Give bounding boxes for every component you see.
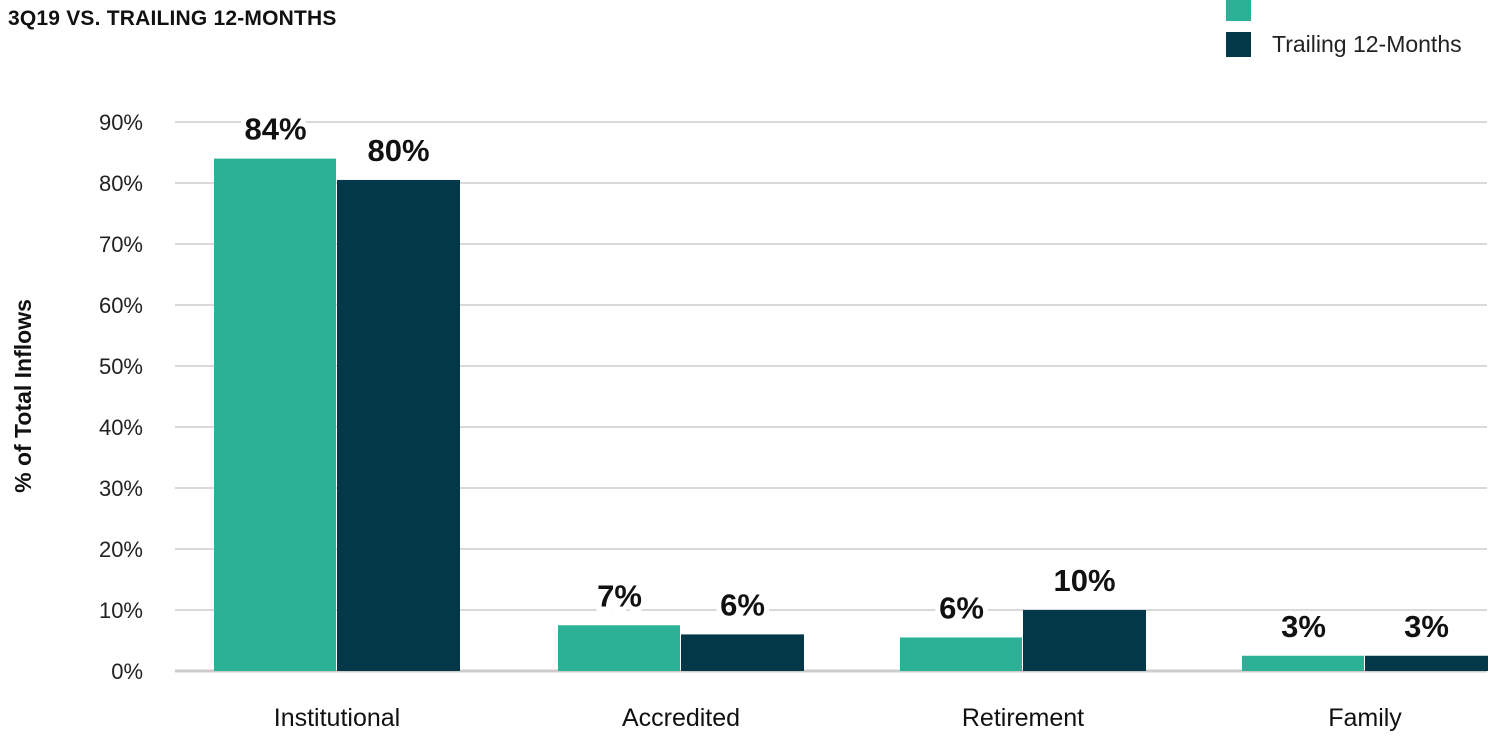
data-label: 7% bbox=[597, 578, 642, 613]
y-ticks: 0% 10% 20% 30% 40% 50% 60% 70% 80% 90% bbox=[99, 110, 143, 684]
data-label: 3% bbox=[1404, 609, 1449, 644]
legend-item-series2[interactable]: Trailing 12-Months bbox=[1226, 28, 1462, 60]
x-category-label: Accredited bbox=[622, 704, 740, 732]
bar-retirement-series2[interactable] bbox=[1023, 610, 1146, 671]
chart-legend: Trailing 12-Months bbox=[1226, 0, 1462, 64]
legend-item-series1[interactable] bbox=[1226, 0, 1462, 24]
data-label: 10% bbox=[1053, 563, 1115, 598]
bar-institutional-series2[interactable] bbox=[337, 179, 460, 671]
data-label: 80% bbox=[367, 133, 429, 168]
data-labels: 84% 80% 7% 6% 6% 10% 3% 3% bbox=[239, 107, 1453, 649]
chart-subtitle: 3Q19 VS. TRAILING 12-MONTHS bbox=[8, 7, 337, 30]
bar-retirement-series1[interactable] bbox=[900, 637, 1022, 671]
x-category-label: Family bbox=[1328, 704, 1402, 732]
y-tick-label: 60% bbox=[99, 293, 143, 318]
y-tick-label: 50% bbox=[99, 354, 143, 379]
data-label: 84% bbox=[244, 112, 306, 147]
bar-accredited-series1[interactable] bbox=[558, 625, 680, 671]
x-categories: Institutional Accredited Retirement Family bbox=[274, 704, 1403, 732]
legend-swatch-series1 bbox=[1226, 0, 1251, 21]
y-tick-label: 10% bbox=[99, 598, 143, 623]
bar-institutional-series1[interactable] bbox=[214, 158, 336, 672]
y-tick-label: 90% bbox=[99, 110, 143, 135]
y-tick-label: 30% bbox=[99, 476, 143, 501]
y-tick-label: 0% bbox=[111, 659, 143, 684]
data-label: 6% bbox=[720, 587, 765, 622]
legend-swatch-series2 bbox=[1226, 31, 1251, 57]
bars bbox=[214, 158, 1488, 672]
y-tick-label: 20% bbox=[99, 537, 143, 562]
x-category-label: Retirement bbox=[962, 704, 1084, 732]
y-tick-label: 70% bbox=[99, 232, 143, 257]
bar-family-series2[interactable] bbox=[1365, 655, 1488, 671]
bar-accredited-series2[interactable] bbox=[681, 634, 804, 671]
y-axis-label: % of Total Inflows bbox=[10, 299, 36, 493]
y-tick-label: 40% bbox=[99, 415, 143, 440]
bar-family-series1[interactable] bbox=[1242, 655, 1364, 671]
data-label: 3% bbox=[1281, 609, 1326, 644]
data-label: 6% bbox=[939, 590, 984, 625]
y-tick-label: 80% bbox=[99, 171, 143, 196]
x-category-label: Institutional bbox=[274, 704, 400, 732]
legend-label-series2: Trailing 12-Months bbox=[1272, 30, 1462, 57]
